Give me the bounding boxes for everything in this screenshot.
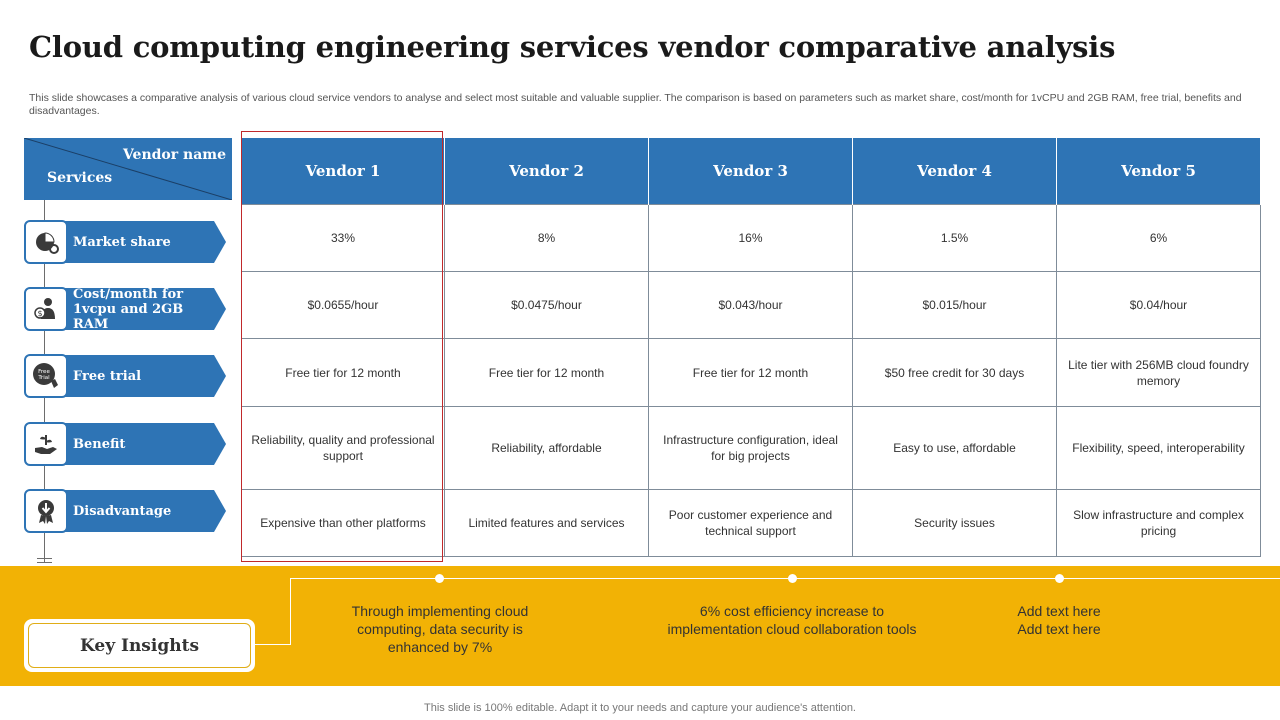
- connector-foot: [37, 558, 52, 559]
- vendor-2-header: Vendor 2: [444, 138, 649, 205]
- insights-connector: [255, 644, 291, 645]
- table-cell: Reliability, quality and professional su…: [241, 406, 445, 490]
- table-cell: $0.043/hour: [648, 271, 853, 339]
- vendor-1-header: Vendor 1: [241, 138, 445, 205]
- table-row-benefit: Reliability, quality and professional su…: [241, 406, 1261, 490]
- table-header-row: Vendor 1 Vendor 2 Vendor 3 Vendor 4 Vend…: [241, 138, 1261, 205]
- table-cell: Free tier for 12 month: [648, 338, 853, 407]
- free-trial-icon-label-1: Free: [38, 369, 50, 375]
- table-cell: 6%: [1056, 204, 1261, 272]
- table-cell: $0.015/hour: [852, 271, 1057, 339]
- table-cell: $0.0655/hour: [241, 271, 445, 339]
- table-row-disadvantage: Expensive than other platforms Limited f…: [241, 489, 1261, 557]
- svg-text:$: $: [37, 309, 42, 318]
- table-row-market-share: 33% 8% 16% 1.5% 6%: [241, 204, 1261, 272]
- hand-growth-icon: [24, 422, 68, 466]
- table-cell: Flexibility, speed, interoperability: [1056, 406, 1261, 490]
- row-label-arrow: [52, 288, 226, 330]
- table-cell: Limited features and services: [444, 489, 649, 557]
- table-cell: 16%: [648, 204, 853, 272]
- diagonal-divider: [24, 138, 232, 200]
- table-row-cost: $0.0655/hour $0.0475/hour $0.043/hour $0…: [241, 271, 1261, 339]
- row-label-arrow: [52, 355, 226, 397]
- table-cell: $50 free credit for 30 days: [852, 338, 1057, 407]
- row-label-free-trial: Free Trial Free trial: [24, 354, 226, 398]
- table-cell: Security issues: [852, 489, 1057, 557]
- table-cell: 33%: [241, 204, 445, 272]
- table-cell: 8%: [444, 204, 649, 272]
- table-cell: Slow infrastructure and complex pricing: [1056, 489, 1261, 557]
- insights-timeline-line: [290, 578, 1280, 579]
- page-title: Cloud computing engineering services ven…: [29, 30, 1116, 64]
- row-label-text: Cost/month for 1vcpu and 2GB RAM: [73, 286, 184, 332]
- row-label-market-share: Market share: [24, 220, 226, 264]
- vendor-comparison-table: Vendor 1 Vendor 2 Vendor 3 Vendor 4 Vend…: [241, 138, 1261, 557]
- key-insights-box: Key Insights: [24, 619, 255, 672]
- vendor-name-header: Vendor name: [122, 147, 226, 163]
- table-cell: Poor customer experience and technical s…: [648, 489, 853, 557]
- timeline-dot: [435, 574, 444, 583]
- table-cell: Lite tier with 256MB cloud foundry memor…: [1056, 338, 1261, 407]
- vendor-3-header: Vendor 3: [648, 138, 853, 205]
- key-insights-label: Key Insights: [28, 623, 251, 668]
- table-header-corner: Vendor name Services: [24, 138, 232, 200]
- table-cell: $0.0475/hour: [444, 271, 649, 339]
- timeline-dot: [1055, 574, 1064, 583]
- insight-text: Through implementing cloud computing, da…: [351, 603, 529, 655]
- row-label-cost: $ Cost/month for 1vcpu and 2GB RAM: [24, 286, 226, 332]
- row-label-arrow: [52, 221, 226, 263]
- row-label-benefit: Benefit: [24, 422, 226, 466]
- free-trial-icon-label-2: Trial: [37, 375, 50, 381]
- row-label-arrow: [52, 423, 226, 465]
- insight-text: 6% cost efficiency increase to implement…: [667, 603, 917, 637]
- table-cell: Free tier for 12 month: [444, 338, 649, 407]
- services-header: Services: [47, 170, 113, 186]
- table-cell: Expensive than other platforms: [241, 489, 445, 557]
- row-label-arrow: [52, 490, 226, 532]
- connector-foot: [37, 562, 52, 563]
- page-subtitle: This slide showcases a comparative analy…: [29, 92, 1242, 117]
- insights-connector: [290, 578, 291, 645]
- table-cell: Easy to use, affordable: [852, 406, 1057, 490]
- table-cell: $0.04/hour: [1056, 271, 1261, 339]
- row-label-text: Market share: [73, 234, 171, 250]
- footer-note: This slide is 100% editable. Adapt it to…: [424, 702, 856, 714]
- table-row-free-trial: Free tier for 12 month Free tier for 12 …: [241, 338, 1261, 407]
- person-dollar-icon: $: [24, 287, 68, 331]
- row-label-disadvantage: Disadvantage: [24, 489, 226, 533]
- insight-text: Add text here Add text here: [1017, 603, 1101, 637]
- row-label-text: Free trial: [73, 368, 142, 384]
- pie-chart-gear-icon: [24, 220, 68, 264]
- vendor-5-header: Vendor 5: [1056, 138, 1261, 205]
- table-cell: Free tier for 12 month: [241, 338, 445, 407]
- free-trial-icon: Free Trial: [24, 354, 68, 398]
- badge-down-icon: [24, 489, 68, 533]
- row-label-text: Disadvantage: [73, 503, 172, 519]
- table-cell: Infrastructure configuration, ideal for …: [648, 406, 853, 490]
- table-cell: 1.5%: [852, 204, 1057, 272]
- vendor-4-header: Vendor 4: [852, 138, 1057, 205]
- table-cell: Reliability, affordable: [444, 406, 649, 490]
- row-label-text: Benefit: [73, 436, 126, 452]
- timeline-dot: [788, 574, 797, 583]
